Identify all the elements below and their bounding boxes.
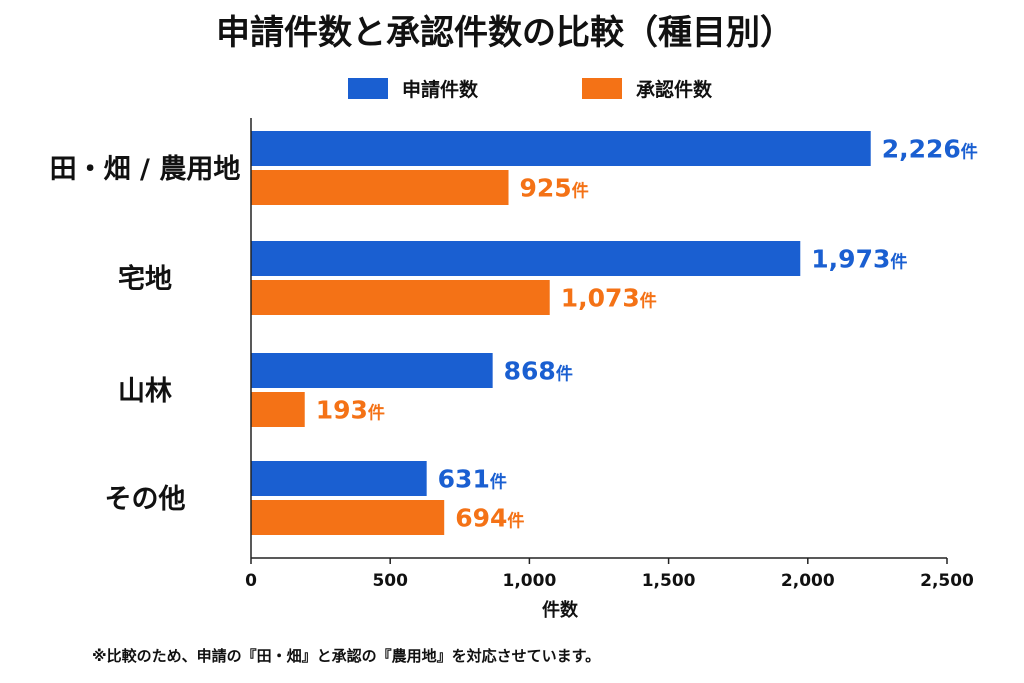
bars: [251, 131, 871, 535]
data-label-unit: 件: [368, 403, 385, 424]
x-tick-labels: 0 500 1,000 1,500 2,000 2,500: [245, 571, 974, 591]
legend-label: 承認件数: [636, 78, 713, 101]
data-label-unit: 件: [490, 472, 507, 493]
bar: [251, 280, 550, 315]
bar: [251, 353, 493, 388]
category-label: 山林: [118, 376, 172, 407]
bar: [251, 131, 871, 166]
data-label-unit: 件: [890, 252, 907, 273]
category-label: その他: [105, 484, 186, 515]
bar: [251, 170, 509, 205]
legend-swatch: [348, 78, 388, 99]
data-label-unit: 件: [556, 364, 573, 385]
data-label: 694件: [455, 504, 524, 533]
bar: [251, 461, 427, 496]
data-label: 1,973件: [811, 245, 907, 274]
bar: [251, 241, 801, 276]
x-tick-label: 500: [372, 571, 408, 591]
legend: 申請件数 承認件数: [348, 78, 713, 101]
data-label-value: 631: [438, 465, 490, 494]
x-axis: [250, 118, 948, 564]
data-label: 868件: [504, 357, 573, 386]
footnote: ※比較のため、申請の『田・畑』と承認の『農用地』を対応させています。: [92, 647, 600, 665]
x-tick-label: 2,000: [781, 571, 835, 591]
data-label-value: 868: [504, 357, 556, 386]
legend-label: 申請件数: [402, 78, 479, 101]
data-label-unit: 件: [961, 142, 978, 163]
data-label-value: 1,073: [561, 284, 640, 313]
chart-title: 申請件数と承認件数の比較（種目別）: [216, 13, 794, 53]
data-label: 1,073件: [561, 284, 657, 313]
data-label: 2,226件: [882, 135, 978, 164]
x-tick-label: 1,000: [503, 571, 557, 591]
bar: [251, 500, 445, 535]
legend-swatch: [582, 78, 622, 99]
x-tick-label: 1,500: [642, 571, 696, 591]
category-label: 宅地: [118, 263, 172, 295]
data-label-value: 193: [316, 396, 368, 425]
data-label-unit: 件: [572, 181, 589, 202]
bar: [251, 392, 305, 427]
x-tick-label: 0: [245, 571, 257, 591]
x-tick-label: 2,500: [920, 571, 974, 591]
data-label-value: 1,973: [811, 245, 890, 274]
data-label: 925件: [520, 174, 589, 203]
data-label-unit: 件: [507, 511, 524, 532]
data-label-value: 925: [520, 174, 572, 203]
category-label: 田・畑 / 農用地: [50, 154, 241, 185]
data-label-unit: 件: [640, 291, 657, 312]
data-label: 631件: [438, 465, 507, 494]
data-label-value: 2,226: [882, 135, 961, 164]
x-axis-title: 件数: [542, 599, 579, 621]
data-label: 193件: [316, 396, 385, 425]
data-label-value: 694: [455, 504, 507, 533]
